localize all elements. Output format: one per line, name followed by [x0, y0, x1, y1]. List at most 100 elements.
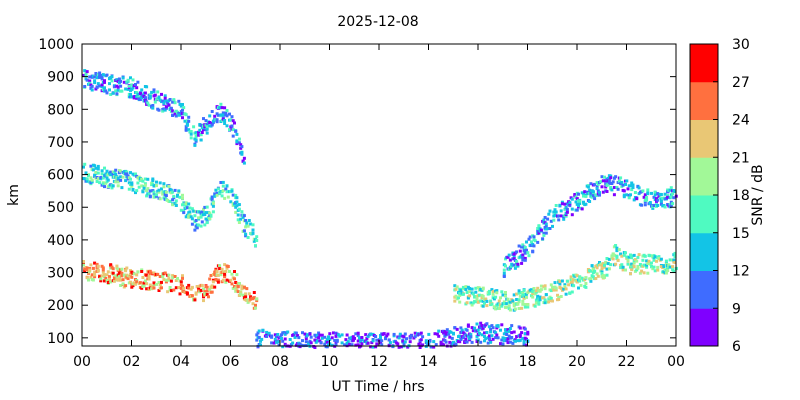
heatmap-cell	[183, 119, 187, 123]
heatmap-cell	[413, 335, 417, 339]
heatmap-cell	[138, 92, 142, 96]
heatmap-cell	[435, 332, 439, 336]
heatmap-cell	[642, 271, 646, 275]
x-tick-label: 16	[469, 354, 487, 370]
heatmap-cell	[492, 297, 496, 301]
heatmap-cell	[88, 79, 92, 83]
heatmap-cell	[645, 265, 649, 269]
heatmap-cell	[614, 175, 618, 179]
heatmap-cell	[83, 85, 87, 88]
heatmap-cell	[120, 274, 124, 278]
heatmap-cell	[595, 181, 599, 185]
heatmap-cell	[484, 297, 488, 301]
heatmap-cell	[334, 343, 338, 347]
heatmap-cell	[188, 206, 192, 210]
heatmap-cell	[657, 255, 661, 259]
heatmap-cell	[595, 266, 599, 270]
heatmap-cell	[244, 295, 248, 299]
heatmap-cell	[198, 128, 202, 132]
heatmap-cell	[100, 83, 104, 87]
heatmap-cell	[147, 192, 151, 196]
heatmap-cell	[496, 336, 500, 340]
heatmap-cell	[537, 302, 541, 306]
heatmap-cell	[225, 109, 229, 112]
heatmap-cell	[129, 280, 132, 284]
heatmap-cell	[296, 334, 300, 338]
heatmap-cell	[192, 209, 196, 213]
heatmap-cell	[218, 264, 222, 268]
heatmap-cell	[432, 340, 436, 344]
heatmap-cell	[549, 283, 553, 287]
heatmap-cell	[121, 175, 125, 179]
heatmap-cell	[246, 224, 250, 228]
heatmap-cell	[195, 226, 199, 230]
y-tick-label: 600	[47, 168, 74, 184]
heatmap-cell	[624, 268, 627, 272]
heatmap-cell	[89, 86, 93, 90]
heatmap-cell	[652, 204, 656, 207]
heatmap-cell	[403, 340, 407, 344]
heatmap-cell	[506, 341, 510, 345]
heatmap-cell	[174, 204, 178, 207]
heatmap-cell	[512, 293, 516, 297]
heatmap-cell	[591, 275, 595, 279]
x-tick-label: 08	[271, 354, 289, 370]
heatmap-cell	[138, 281, 142, 285]
heatmap-cell	[600, 185, 604, 189]
heatmap-cell	[226, 265, 230, 268]
heatmap-cell	[450, 336, 454, 340]
heatmap-cell	[466, 334, 470, 338]
heatmap-cell	[605, 190, 609, 193]
heatmap-cell	[209, 213, 213, 217]
heatmap-cell	[315, 333, 319, 337]
heatmap-cell	[260, 337, 264, 341]
heatmap-cell	[294, 343, 298, 347]
heatmap-cell	[100, 172, 104, 176]
heatmap-cell	[161, 192, 165, 196]
heatmap-cell	[270, 335, 274, 339]
heatmap-cell	[109, 263, 113, 267]
heatmap-cell	[120, 267, 124, 271]
heatmap-cell	[516, 302, 520, 306]
heatmap-cell	[131, 78, 135, 82]
heatmap-cell	[205, 125, 209, 129]
heatmap-cell	[494, 336, 498, 340]
heatmap-cell	[231, 193, 235, 197]
heatmap-cell	[620, 254, 624, 258]
heatmap-cell	[174, 279, 178, 282]
heatmap-cell	[99, 277, 103, 281]
heatmap-cell	[351, 338, 355, 342]
heatmap-cell	[146, 101, 150, 105]
heatmap-cell	[93, 173, 97, 177]
heatmap-cell	[304, 337, 308, 341]
heatmap-cell	[330, 336, 334, 340]
heatmap-cell	[641, 258, 645, 262]
colorbar-tick-label: 15	[732, 226, 750, 242]
heatmap-cell	[184, 113, 188, 117]
heatmap-cell	[116, 85, 120, 89]
heatmap-cell	[88, 268, 92, 272]
heatmap-cell	[365, 336, 369, 340]
heatmap-cell	[245, 221, 249, 225]
heatmap-cell	[547, 297, 551, 301]
heatmap-cell	[486, 341, 490, 345]
heatmap-cell	[251, 231, 255, 235]
heatmap-cell	[589, 277, 593, 281]
heatmap-cell	[185, 121, 189, 125]
heatmap-cell	[210, 123, 214, 127]
heatmap-cell	[526, 305, 530, 309]
heatmap-cell	[513, 266, 517, 270]
heatmap-cell	[228, 112, 231, 116]
heatmap-cell	[103, 80, 106, 84]
heatmap-cell	[273, 337, 277, 341]
heatmap-cell	[334, 334, 338, 338]
heatmap-cell	[481, 287, 485, 291]
heatmap-cell	[655, 259, 658, 263]
heatmap-cell	[340, 341, 344, 345]
heatmap-cell	[521, 255, 525, 259]
heatmap-cell	[168, 199, 172, 203]
heatmap-cell	[672, 258, 676, 262]
heatmap-cell	[518, 338, 522, 342]
heatmap-cell	[506, 337, 510, 341]
y-tick-label: 200	[47, 298, 74, 314]
